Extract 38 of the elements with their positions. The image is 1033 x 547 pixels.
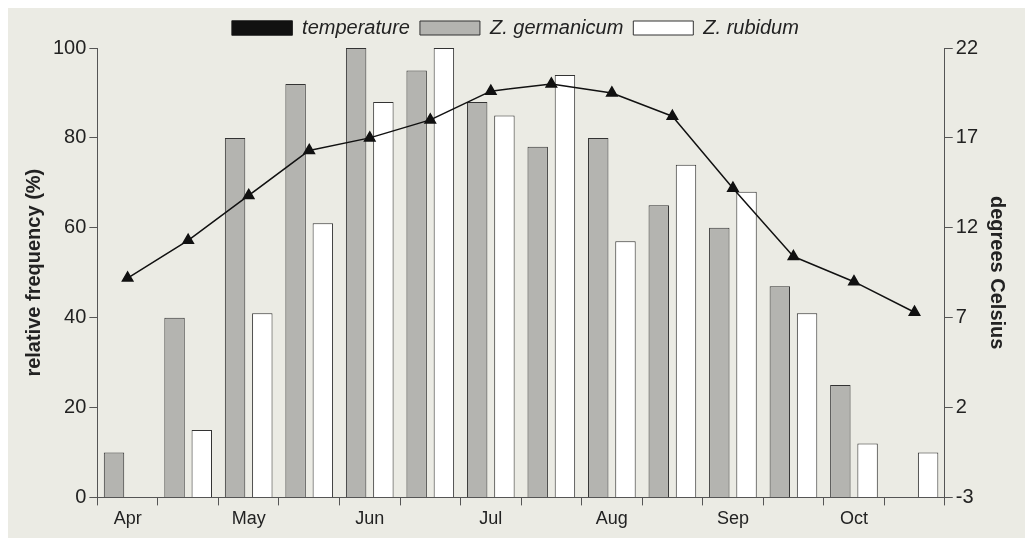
- legend-label: Z. germanicum: [488, 15, 624, 38]
- point: [121, 271, 134, 282]
- y-tick-label: 0: [75, 484, 87, 507]
- y-tick-label: 20: [64, 395, 87, 418]
- y-tick-label: 100: [52, 35, 87, 58]
- point: [303, 143, 316, 155]
- point: [908, 305, 921, 316]
- x-tick-label: Jun: [355, 508, 385, 529]
- y-tick-label: 40: [64, 305, 87, 328]
- y2-tick-label: 12: [955, 215, 978, 238]
- point: [424, 113, 437, 124]
- y-tick-label: 60: [64, 215, 87, 238]
- point: [545, 77, 558, 88]
- y2-tick-label: 2: [955, 395, 967, 418]
- point: [242, 188, 255, 200]
- x-tick-label: Oct: [839, 508, 868, 529]
- x-tick-label: Apr: [113, 508, 142, 529]
- y2-tick-label: -3: [955, 484, 974, 507]
- point: [605, 86, 618, 97]
- x-tick-label: Jul: [479, 508, 503, 529]
- point: [848, 274, 860, 286]
- y2-tick-label: 17: [955, 125, 978, 148]
- x-tick-label: May: [231, 508, 266, 529]
- point: [787, 249, 800, 261]
- legend-label: Z. rubidum: [702, 15, 799, 38]
- x-tick-label: Sep: [716, 508, 749, 529]
- y2-tick-label: 7: [955, 305, 967, 328]
- point: [484, 84, 497, 95]
- point: [182, 233, 195, 245]
- point: [666, 109, 679, 121]
- y-axis-title: relative frequency (%): [21, 168, 44, 377]
- y-tick-label: 80: [64, 125, 87, 148]
- x-tick-label: Aug: [595, 508, 628, 529]
- point: [363, 131, 376, 142]
- legend-label: temperature: [302, 15, 410, 38]
- y2-axis-title: degrees Celsius: [987, 195, 1010, 350]
- y2-tick-label: 22: [955, 35, 978, 58]
- point: [726, 181, 739, 192]
